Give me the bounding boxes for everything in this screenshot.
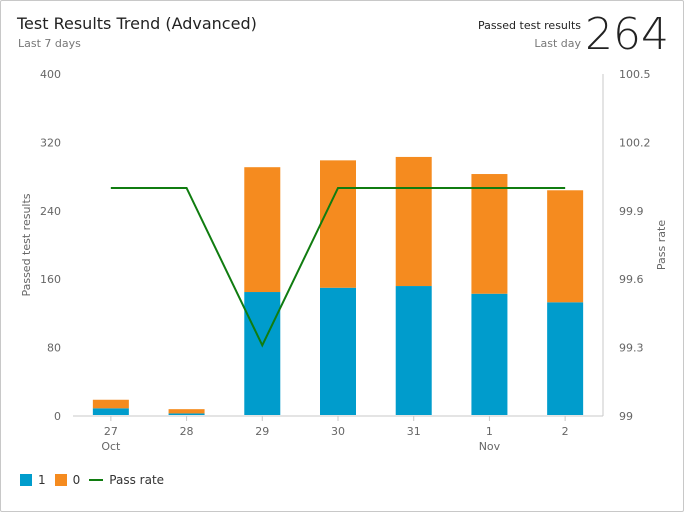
x-tick-label: 31 <box>407 425 421 438</box>
y-tick-label: 240 <box>40 205 61 218</box>
legend-swatch <box>54 474 67 486</box>
y2-axis-label: Pass rate <box>655 220 668 270</box>
y2-tick-label: 99.9 <box>619 205 644 218</box>
kpi-sublabel: Last day <box>534 37 581 50</box>
bar-0-2 <box>547 190 584 303</box>
bar-0-27 <box>92 399 129 409</box>
chart-subtitle: Last 7 days <box>18 37 81 50</box>
bar-0-31 <box>395 156 432 287</box>
y-tick-label: 0 <box>54 410 61 423</box>
y2-tick-label: 99.6 <box>619 273 644 286</box>
y2-tick-label: 99 <box>619 410 633 423</box>
y-axis-label: Passed test results <box>20 193 33 296</box>
legend: 1 0 Pass rate <box>20 473 173 487</box>
y-tick-label: 80 <box>47 342 61 355</box>
bar-0-28 <box>168 409 205 414</box>
bar-1-31 <box>395 286 432 415</box>
bar-0-30 <box>320 160 356 288</box>
x-tick-label: 28 <box>180 425 194 438</box>
kpi-label: Passed test results <box>477 19 581 32</box>
x-tick-label: 27 <box>104 425 118 438</box>
x-tick-label: 29 <box>255 425 269 438</box>
x-tick-label: 30 <box>331 425 345 438</box>
legend-item-0[interactable]: 0 <box>54 473 81 487</box>
bar-1-29 <box>244 292 281 415</box>
bar-1-30 <box>320 287 356 415</box>
y2-tick-label: 100.2 <box>619 136 651 149</box>
x-tick-label: 1 <box>486 425 493 438</box>
chart-svg: 0 80 160 240 320 400 99 99.3 99.6 99.9 100.2 100.5 P… <box>20 68 668 453</box>
legend-label: 0 <box>72 473 81 487</box>
legend-item-pass-rate[interactable]: Pass rate <box>89 473 164 487</box>
x-tick-sublabel: Nov <box>479 440 501 453</box>
y-tick-label: 320 <box>40 136 61 149</box>
legend-label: 1 <box>38 473 46 487</box>
y-tick-label: 160 <box>40 273 61 286</box>
legend-line <box>89 479 104 481</box>
x-tick-label: 2 <box>562 425 569 438</box>
legend-swatch <box>20 474 32 486</box>
bar-1-28 <box>168 413 205 415</box>
chart-title: Test Results Trend (Advanced) <box>17 14 257 33</box>
y2-tick-label: 100.5 <box>619 68 651 81</box>
kpi-value: 264 <box>585 9 669 60</box>
x-tick-sublabel: Oct <box>101 440 121 453</box>
bar-0-1 <box>471 174 508 294</box>
bar-1-27 <box>92 408 129 415</box>
bar-1-2 <box>547 302 584 415</box>
y2-tick-label: 99.3 <box>619 342 644 355</box>
legend-item-1[interactable]: 1 <box>20 473 46 487</box>
bar-1-1 <box>471 293 508 415</box>
bar-0-29 <box>244 167 281 293</box>
legend-label: Pass rate <box>109 473 165 487</box>
y-tick-label: 400 <box>40 68 61 81</box>
